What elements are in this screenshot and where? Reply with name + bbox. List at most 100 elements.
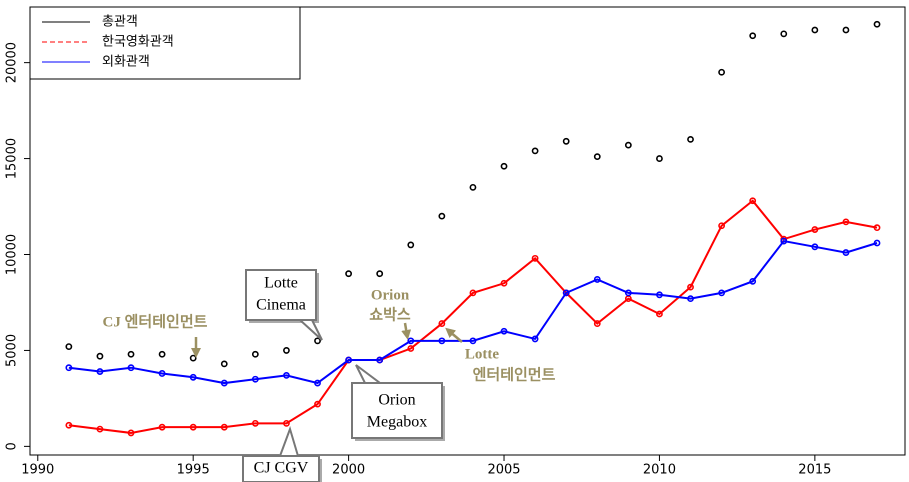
y-tick-label: 20000 bbox=[5, 42, 20, 83]
data-point bbox=[842, 26, 850, 34]
annotation-text: Lotte bbox=[264, 275, 298, 292]
data-point bbox=[96, 352, 104, 360]
annotation-text: CJ CGV bbox=[254, 460, 309, 477]
data-point bbox=[469, 289, 477, 297]
data-point bbox=[749, 197, 757, 205]
data-point bbox=[811, 26, 819, 34]
x-tick-label: 1995 bbox=[177, 463, 210, 478]
data-point bbox=[65, 364, 73, 372]
annotation-arrow bbox=[445, 327, 463, 343]
data-point bbox=[283, 371, 290, 379]
annotation: CJ 엔터테인먼트 bbox=[103, 312, 208, 358]
data-point bbox=[158, 370, 166, 377]
data-point bbox=[656, 310, 663, 318]
annotation-arrow bbox=[401, 322, 412, 340]
data-point bbox=[220, 360, 228, 368]
y-tick-label: 10000 bbox=[4, 234, 19, 275]
data-point bbox=[873, 239, 881, 247]
data-point bbox=[531, 147, 539, 155]
x-tick-label: 2010 bbox=[643, 463, 676, 478]
data-point bbox=[562, 137, 570, 145]
data-point bbox=[220, 423, 228, 431]
annotation-text: Cinema bbox=[256, 297, 306, 314]
data-point bbox=[127, 429, 135, 437]
data-point bbox=[96, 368, 104, 375]
callout-box bbox=[351, 382, 443, 439]
data-point bbox=[780, 237, 788, 245]
annotation: Orion Megabox bbox=[351, 364, 445, 441]
x-tick-label: 2015 bbox=[798, 463, 831, 478]
data-point bbox=[593, 320, 601, 327]
data-point bbox=[842, 249, 850, 256]
data-point bbox=[811, 226, 819, 233]
data-point bbox=[220, 379, 228, 387]
data-point bbox=[158, 350, 166, 358]
callout-pointer bbox=[299, 319, 323, 341]
data-point bbox=[656, 291, 663, 299]
legend-box bbox=[29, 6, 301, 80]
callout-pointer bbox=[279, 425, 299, 457]
data-point bbox=[314, 400, 321, 408]
data-point bbox=[158, 423, 166, 431]
callout-box bbox=[242, 455, 320, 482]
legend-label: 총관객 bbox=[102, 15, 138, 30]
data-point bbox=[500, 327, 508, 335]
series-line bbox=[68, 239, 878, 385]
plot-box bbox=[29, 6, 906, 456]
data-point bbox=[251, 375, 259, 383]
annotation-text: Lotte bbox=[465, 346, 499, 362]
data-point bbox=[251, 350, 259, 358]
data-point bbox=[687, 135, 694, 143]
data-point bbox=[780, 30, 788, 38]
data-point bbox=[624, 289, 632, 297]
data-point bbox=[593, 276, 601, 283]
data-point bbox=[189, 373, 197, 381]
data-point bbox=[376, 270, 384, 278]
data-point bbox=[189, 354, 197, 362]
data-point bbox=[624, 141, 632, 149]
data-point bbox=[469, 183, 477, 191]
data-point bbox=[283, 419, 290, 427]
data-point bbox=[469, 337, 477, 345]
annotation-text: Megabox bbox=[367, 414, 427, 431]
data-point bbox=[438, 337, 446, 345]
data-point bbox=[438, 212, 446, 220]
data-point bbox=[811, 243, 819, 251]
data-point bbox=[345, 356, 353, 364]
data-point bbox=[656, 155, 663, 162]
x-tick-label: 2000 bbox=[332, 463, 365, 478]
data-point bbox=[718, 289, 726, 297]
data-point bbox=[873, 224, 881, 232]
x-tick-label: 1990 bbox=[21, 463, 54, 478]
callout-pointer bbox=[355, 364, 381, 384]
annotation: Lotte Cinema bbox=[245, 269, 323, 341]
legend-label: 외화관객 bbox=[102, 55, 150, 70]
data-point bbox=[873, 20, 881, 28]
annotation-text: Orion bbox=[371, 287, 410, 303]
annotation-text: Orion bbox=[378, 392, 415, 409]
annotation: CJ CGV bbox=[242, 425, 322, 482]
data-point bbox=[593, 153, 601, 161]
data-point bbox=[842, 218, 850, 226]
data-point bbox=[687, 295, 694, 303]
data-point bbox=[407, 345, 415, 352]
data-point bbox=[500, 162, 508, 170]
y-tick-label: 5000 bbox=[5, 334, 20, 367]
data-point bbox=[127, 364, 135, 372]
data-point bbox=[314, 379, 321, 387]
data-point bbox=[127, 350, 135, 358]
data-point bbox=[531, 254, 539, 262]
data-point bbox=[345, 270, 353, 278]
data-point bbox=[531, 335, 539, 343]
data-point bbox=[718, 222, 726, 230]
annotation-text: 쇼박스 bbox=[369, 306, 411, 323]
data-point bbox=[500, 279, 508, 287]
callout-box bbox=[245, 269, 317, 321]
annotation: Orion 쇼박스 bbox=[369, 287, 412, 340]
data-point bbox=[65, 421, 73, 429]
data-point bbox=[718, 68, 726, 76]
annotation: Lotte 엔터테인먼트 bbox=[445, 327, 556, 383]
data-point bbox=[438, 320, 446, 327]
data-point bbox=[562, 289, 570, 297]
